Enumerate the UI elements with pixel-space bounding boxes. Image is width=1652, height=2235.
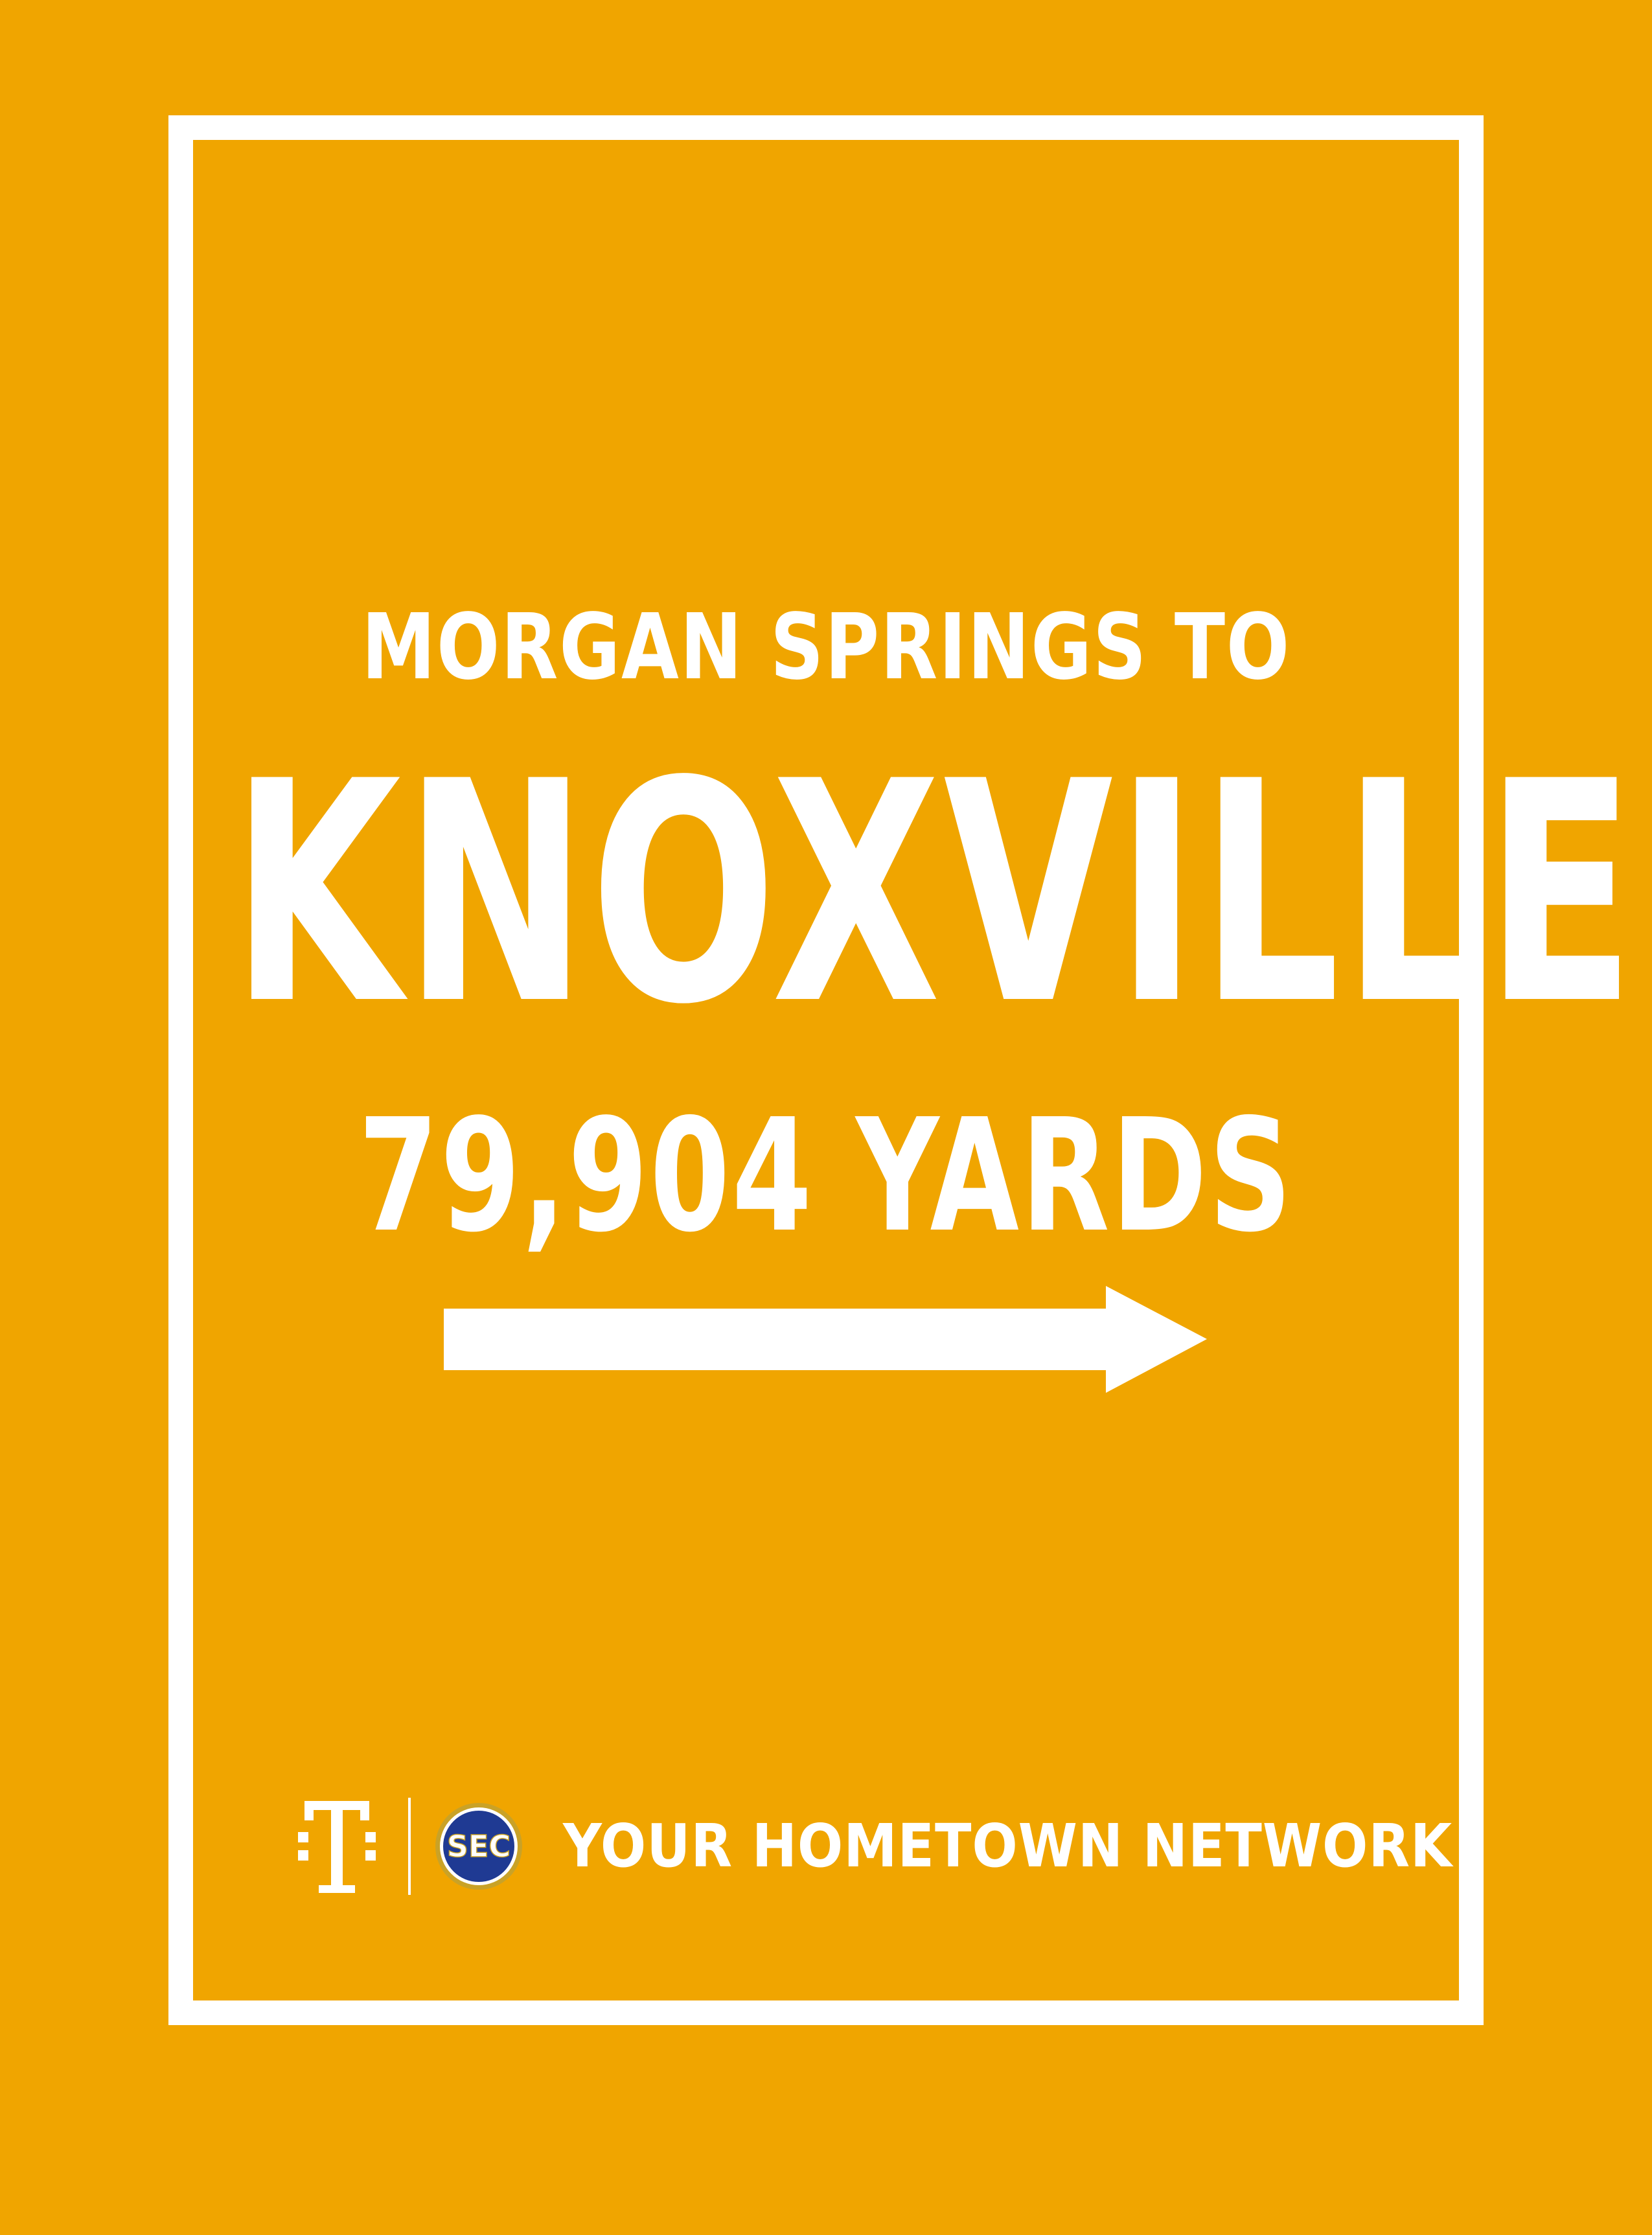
distance-label: 79,904 YARDS: [358, 1085, 1294, 1266]
destination-city: KNOXVILLE: [231, 716, 1638, 1071]
sec-logo-icon: SEC: [435, 1803, 522, 1890]
arrow-right-icon: [444, 1286, 1207, 1393]
sec-logo-text: SEC: [447, 1829, 511, 1864]
footer-branding: SEC YOUR HOMETOWN NETWORK: [298, 1794, 1552, 1898]
origin-subtitle: MORGAN SPRINGS TO: [361, 595, 1291, 700]
network-tagline: YOUR HOMETOWN NETWORK: [563, 1811, 1453, 1881]
sign-border-frame: [168, 115, 1484, 2025]
logo-divider: [408, 1798, 411, 1895]
t-mobile-logo-icon: [298, 1801, 376, 1893]
